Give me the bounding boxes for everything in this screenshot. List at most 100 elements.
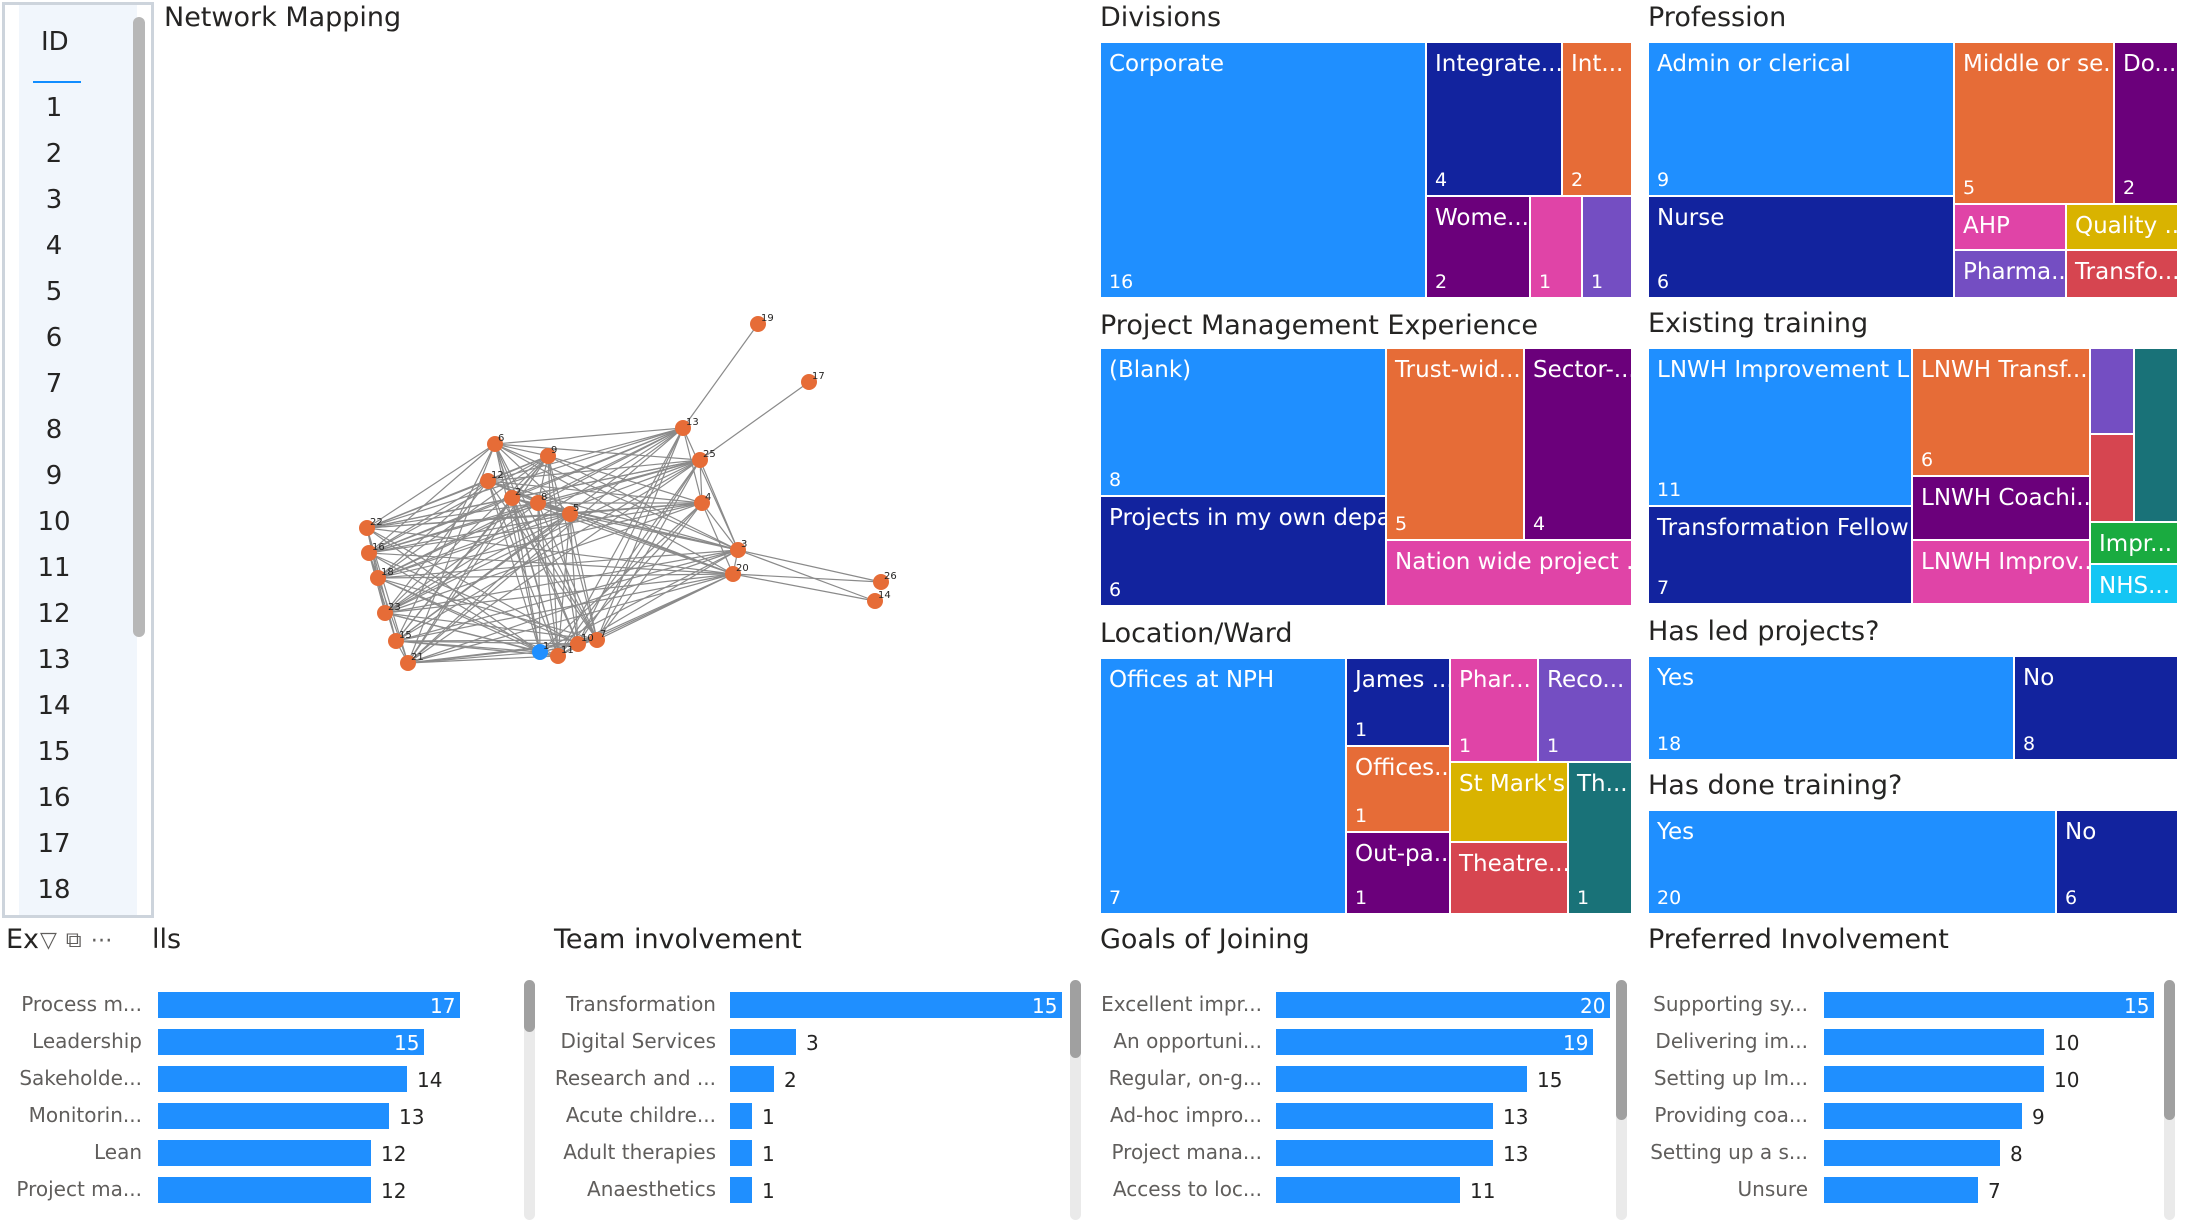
divisions-tile[interactable]: Int... 2 (1562, 42, 1632, 196)
location-tile[interactable]: Out-pa... 1 (1346, 832, 1450, 914)
network-node[interactable] (873, 574, 889, 590)
pm_experience-tile[interactable]: Projects in my own depa... 6 (1100, 496, 1386, 606)
network-node[interactable] (370, 570, 386, 586)
location-tile[interactable]: Th... 1 (1568, 762, 1632, 914)
id-slicer-scrollbar[interactable] (133, 17, 145, 637)
led_projects-tile[interactable]: No 8 (2014, 656, 2178, 760)
filter-icon[interactable]: ▽ (40, 928, 57, 953)
network-node[interactable] (692, 452, 708, 468)
profession-tile[interactable]: Admin or clerical 9 (1648, 42, 1954, 196)
location-tile[interactable]: Theatre... (1450, 842, 1568, 914)
bar[interactable] (730, 1103, 752, 1129)
bar[interactable] (730, 1177, 752, 1203)
bar[interactable] (158, 1177, 371, 1203)
id-slicer-item[interactable]: 14 (37, 691, 71, 721)
pm_experience-tile[interactable]: (Blank) 8 (1100, 348, 1386, 496)
bar[interactable] (1276, 1177, 1460, 1203)
id-slicer-item[interactable]: 13 (37, 645, 71, 675)
profession-tile[interactable]: AHP (1954, 204, 2066, 250)
id-slicer-item[interactable]: 7 (45, 369, 63, 399)
id-slicer-item[interactable]: 17 (37, 829, 71, 859)
network-node[interactable] (504, 490, 520, 506)
team-scrollbar[interactable] (1070, 980, 1081, 1220)
bar[interactable] (1276, 1029, 1593, 1055)
location-tile[interactable]: James ... 1 (1346, 658, 1450, 746)
profession-tile[interactable]: Do... 2 (2114, 42, 2178, 204)
profession-tile[interactable]: Quality ... (2066, 204, 2178, 250)
id-slicer-item[interactable]: 10 (37, 507, 71, 537)
id-slicer-item[interactable]: 5 (45, 277, 63, 307)
bar[interactable] (1824, 1066, 2044, 1092)
network-node[interactable] (867, 593, 883, 609)
id-slicer-item[interactable]: 4 (45, 231, 63, 261)
existing_training-tile[interactable]: LNWH Transf... 6 (1912, 348, 2090, 476)
done_training-tile[interactable]: Yes 20 (1648, 810, 2056, 914)
pm_experience-tile[interactable]: Trust-wid... 5 (1386, 348, 1524, 540)
network-node[interactable] (725, 566, 741, 582)
goals-scrollbar[interactable] (1616, 980, 1627, 1220)
network-node[interactable] (540, 448, 556, 464)
existing_training-tile[interactable] (2090, 348, 2134, 434)
bar[interactable] (730, 1029, 796, 1055)
bar[interactable] (158, 1066, 407, 1092)
network-node[interactable] (359, 520, 375, 536)
divisions-tile[interactable]: Wome... 2 (1426, 196, 1530, 298)
existing_training-tile[interactable]: NHS... (2090, 564, 2178, 604)
network-node[interactable] (730, 542, 746, 558)
divisions-tile[interactable]: 1 (1582, 196, 1632, 298)
existing_training-tile[interactable]: Impr... (2090, 522, 2178, 564)
existing_training-tile[interactable]: LNWH Coachi... (1912, 476, 2090, 540)
bar[interactable] (730, 1066, 774, 1092)
network-graph[interactable]: 1234567891011121314151617181920212223252… (0, 0, 1090, 900)
bar[interactable] (1824, 1140, 2000, 1166)
network-node[interactable] (487, 436, 503, 452)
bar[interactable] (1824, 1177, 1978, 1203)
network-node[interactable] (530, 495, 546, 511)
network-node[interactable] (570, 636, 586, 652)
location-tile[interactable]: Offices... 1 (1346, 746, 1450, 832)
network-node[interactable] (388, 633, 404, 649)
id-slicer-item[interactable]: 16 (37, 783, 71, 813)
bar[interactable] (1276, 992, 1610, 1018)
network-node[interactable] (694, 495, 710, 511)
profession-tile[interactable]: Transfo... (2066, 250, 2178, 298)
bar[interactable] (730, 992, 1062, 1018)
network-node[interactable] (532, 644, 548, 660)
focus-mode-icon[interactable]: ⧉ (65, 928, 82, 953)
profession-tile[interactable]: Nurse 6 (1648, 196, 1954, 298)
network-node[interactable] (801, 374, 817, 390)
profession-tile[interactable]: Middle or se... 5 (1954, 42, 2114, 204)
existing_training-tile[interactable] (2134, 348, 2178, 522)
id-slicer-item[interactable]: 11 (37, 553, 71, 583)
bar[interactable] (158, 1140, 371, 1166)
existing_training-tile[interactable]: LNWH Improvement L... 11 (1648, 348, 1912, 506)
profession-tile[interactable]: Pharma... (1954, 250, 2066, 298)
existing_training-tile[interactable]: Transformation Fellow 7 (1648, 506, 1912, 604)
network-node[interactable] (675, 420, 691, 436)
bar[interactable] (158, 1103, 389, 1129)
pm_experience-tile[interactable]: Nation wide project ... (1386, 540, 1632, 606)
id-slicer-item[interactable]: 15 (37, 737, 71, 767)
bar[interactable] (1276, 1140, 1493, 1166)
network-node[interactable] (361, 545, 377, 561)
network-node[interactable] (400, 655, 416, 671)
id-slicer-item[interactable]: 18 (37, 875, 71, 905)
divisions-tile[interactable]: Integrate... 4 (1426, 42, 1562, 196)
done_training-tile[interactable]: No 6 (2056, 810, 2178, 914)
id-slicer-item[interactable]: 9 (45, 461, 63, 491)
existing_training-tile[interactable]: LNWH Improv... (1912, 540, 2090, 604)
bar[interactable] (1824, 1103, 2022, 1129)
network-node[interactable] (377, 605, 393, 621)
pm_experience-tile[interactable]: Sector-... 4 (1524, 348, 1632, 540)
existing_training-tile[interactable] (2090, 434, 2134, 522)
led_projects-tile[interactable]: Yes 18 (1648, 656, 2014, 760)
id-slicer-item[interactable]: 3 (45, 185, 63, 215)
bar[interactable] (158, 992, 460, 1018)
divisions-tile[interactable]: 1 (1530, 196, 1582, 298)
divisions-tile[interactable]: Corporate 16 (1100, 42, 1426, 298)
bar[interactable] (730, 1140, 752, 1166)
network-node[interactable] (562, 506, 578, 522)
id-slicer-item[interactable]: 2 (45, 139, 63, 169)
id-slicer-item[interactable]: 6 (45, 323, 63, 353)
network-node[interactable] (550, 648, 566, 664)
